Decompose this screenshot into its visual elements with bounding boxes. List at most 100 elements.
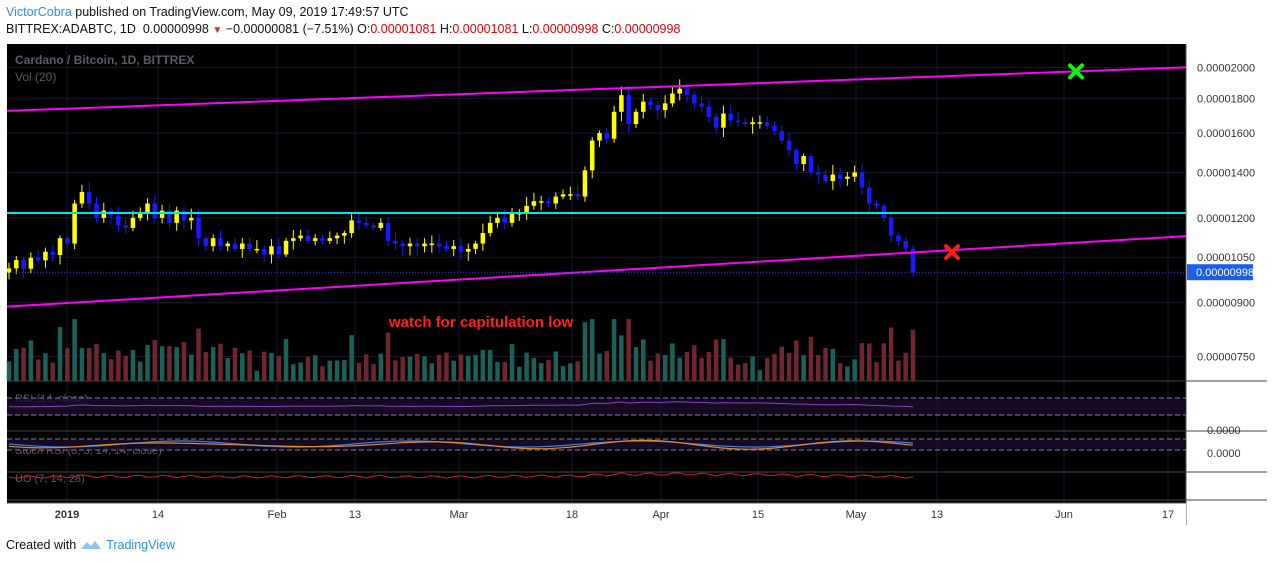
cross-stroke xyxy=(1068,63,1084,80)
time-tick-label: Mar xyxy=(450,509,469,521)
volume-bar xyxy=(553,351,559,381)
candle-body xyxy=(334,235,340,239)
candle-body xyxy=(218,238,223,247)
channel-upper-line xyxy=(6,66,1187,112)
candle-body xyxy=(327,238,333,241)
candle-body xyxy=(422,243,427,247)
candle-body xyxy=(436,243,442,247)
quote-line: BITTREX:ADABTC, 1D 0.00000998 ▼ −0.00000… xyxy=(6,22,680,36)
time-tick-label: 18 xyxy=(566,509,578,521)
volume-bar xyxy=(757,370,763,381)
close-value: 0.00000998 xyxy=(614,22,681,36)
cross-stroke xyxy=(944,244,960,261)
candle-body xyxy=(305,235,311,241)
candle-body xyxy=(356,220,362,223)
volume-bar xyxy=(152,340,158,381)
candle-body xyxy=(167,210,172,223)
time-tick-label: 17 xyxy=(1162,509,1174,521)
volume-bar xyxy=(910,329,916,381)
volume-bar xyxy=(72,319,77,381)
volume-bar xyxy=(662,355,668,381)
candle-body xyxy=(466,248,471,252)
candle-body xyxy=(261,248,267,255)
candle-body xyxy=(626,95,631,125)
candle-body xyxy=(145,203,150,214)
stoch-tick-label: 0.0000 xyxy=(1207,425,1241,437)
volume-bar xyxy=(473,354,478,381)
volume-bar xyxy=(203,352,209,381)
candle-body xyxy=(86,192,92,204)
volume-bar xyxy=(21,347,26,381)
volume-bar xyxy=(546,360,551,381)
volume-bar xyxy=(378,353,384,381)
volume-bar xyxy=(845,366,850,381)
price-tick-label: 0.00001600 xyxy=(1197,128,1255,140)
candle-body xyxy=(254,248,260,251)
candle-body xyxy=(764,122,770,126)
plot-area xyxy=(7,44,1186,525)
author-link[interactable]: VictorCobra xyxy=(6,5,72,19)
stoch-tick-label: 0.0000 xyxy=(1207,448,1241,460)
candle-body xyxy=(116,215,121,226)
candle-body xyxy=(35,257,41,261)
tradingview-link[interactable]: TradingView xyxy=(106,538,175,552)
volume-bar xyxy=(779,346,785,381)
volume-bar xyxy=(794,340,799,381)
candle-body xyxy=(50,251,56,256)
candle-body xyxy=(298,235,303,239)
candle-body xyxy=(721,113,726,128)
volume-bar xyxy=(830,349,836,381)
price-tick-label: 0.00001800 xyxy=(1197,93,1255,105)
candle-body xyxy=(903,240,908,249)
price-tick-label: 0.00001050 xyxy=(1197,252,1255,264)
stoch-k-line xyxy=(8,440,914,448)
volume-bar xyxy=(137,361,143,381)
volume-bar xyxy=(269,353,274,381)
price-tick-label: 0.00001400 xyxy=(1197,167,1255,179)
candle-body xyxy=(94,203,99,218)
volume-bar xyxy=(254,370,260,381)
volume-bar xyxy=(896,360,901,381)
volume-bar xyxy=(823,347,828,381)
candle-body xyxy=(546,201,551,204)
candle-body xyxy=(283,240,289,255)
candle-body xyxy=(473,243,478,249)
candle-body xyxy=(57,238,63,256)
candle-body xyxy=(14,260,19,269)
open-value: 0.00001081 xyxy=(370,22,437,36)
tradingview-logo-icon xyxy=(81,541,102,549)
volume-bar xyxy=(480,349,486,381)
volume-bar xyxy=(531,357,537,381)
candle-body xyxy=(487,222,493,234)
candle-body xyxy=(509,213,515,223)
candle-body xyxy=(502,217,508,223)
volume-bar xyxy=(159,346,165,381)
candle-body xyxy=(743,122,748,125)
volume-bar xyxy=(582,322,588,381)
volume-bar xyxy=(218,343,223,381)
candle-body xyxy=(786,140,792,151)
chart-canvas[interactable]: watch for capitulation low Cardano / Bitc… xyxy=(0,40,1273,530)
candle-body xyxy=(866,187,872,204)
candle-body xyxy=(531,201,537,206)
rsi-line xyxy=(8,401,914,408)
volume-bar xyxy=(225,358,230,381)
time-tick-label: 14 xyxy=(152,509,164,521)
open-label: O: xyxy=(357,22,371,36)
candle-body xyxy=(371,225,376,228)
volume-bar xyxy=(743,362,748,381)
volume-bar xyxy=(852,359,857,381)
volume-bar xyxy=(626,319,631,381)
candle-body xyxy=(633,111,639,125)
volume-bar xyxy=(648,360,653,381)
footer: Created with TradingView xyxy=(6,538,175,552)
volume-bar xyxy=(670,343,675,381)
volume-bar xyxy=(145,344,150,381)
candle-body xyxy=(240,243,245,249)
candle-body xyxy=(757,122,763,124)
volume-bar xyxy=(655,353,661,381)
candle-body xyxy=(101,210,107,218)
stoch-d-line xyxy=(8,439,914,450)
candle-body xyxy=(589,140,595,171)
volume-bar xyxy=(560,366,566,381)
